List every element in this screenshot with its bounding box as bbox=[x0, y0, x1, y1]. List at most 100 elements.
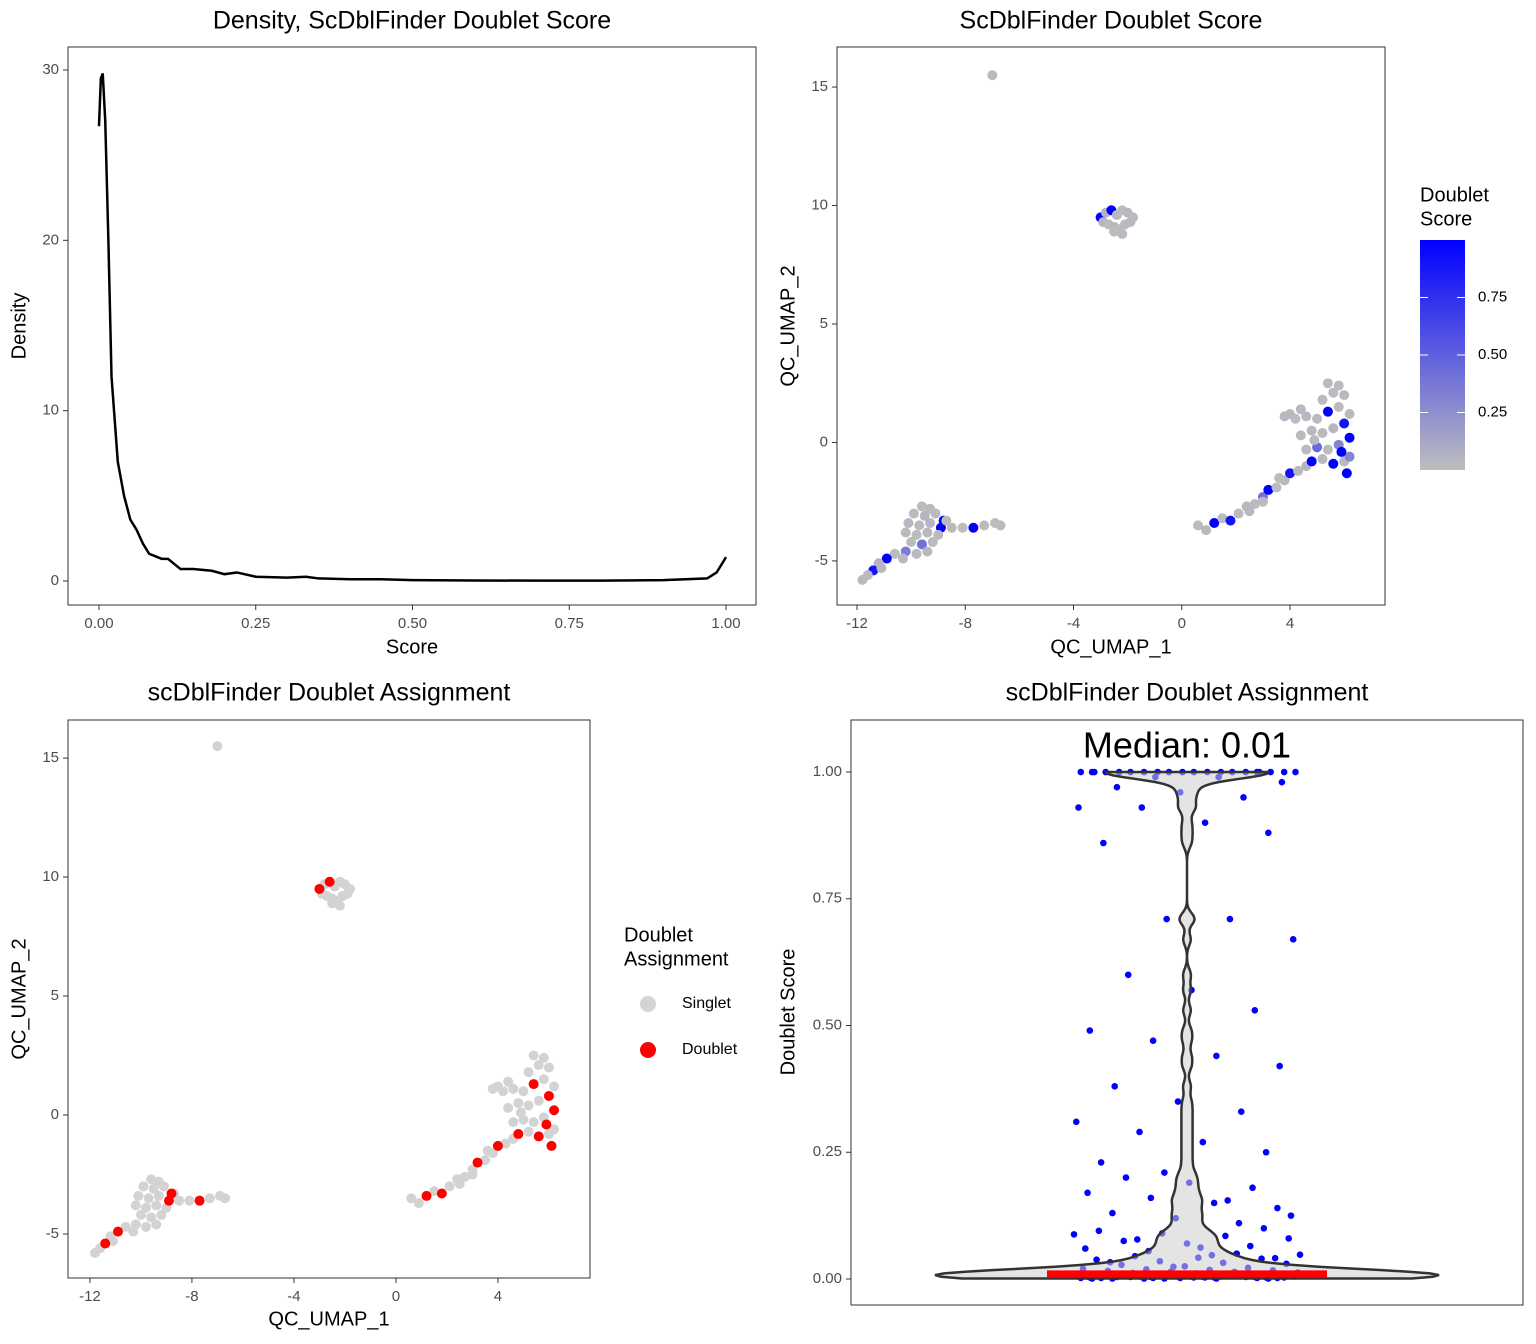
point bbox=[1091, 768, 1098, 776]
point bbox=[523, 1067, 534, 1078]
point bbox=[100, 1238, 111, 1249]
point bbox=[1344, 451, 1355, 462]
point bbox=[1097, 1159, 1105, 1166]
point bbox=[1336, 446, 1347, 457]
legend-title: Doublet bbox=[1420, 184, 1489, 206]
point bbox=[1222, 1232, 1229, 1240]
y-tick-label: 0.25 bbox=[813, 1143, 842, 1160]
x-tick-label: -12 bbox=[79, 1288, 101, 1305]
point bbox=[467, 1169, 478, 1180]
point bbox=[492, 1140, 503, 1151]
y-tick-label: 10 bbox=[811, 196, 828, 213]
point bbox=[1077, 768, 1085, 776]
point bbox=[148, 1183, 159, 1194]
point bbox=[1267, 768, 1274, 776]
point bbox=[1113, 783, 1121, 791]
point bbox=[1295, 404, 1306, 415]
point bbox=[503, 1102, 514, 1113]
point bbox=[1201, 525, 1212, 536]
point bbox=[1333, 380, 1344, 391]
point bbox=[1237, 1108, 1245, 1115]
point bbox=[1271, 1254, 1279, 1262]
point bbox=[523, 1100, 534, 1111]
point bbox=[174, 1195, 185, 1206]
point bbox=[1257, 496, 1268, 507]
point bbox=[472, 1157, 483, 1168]
point bbox=[327, 898, 338, 909]
legend-label: Doublet bbox=[682, 1041, 738, 1058]
point bbox=[1279, 411, 1290, 422]
y-tick-label: 20 bbox=[42, 231, 59, 248]
point bbox=[1213, 1052, 1220, 1060]
point bbox=[500, 1138, 511, 1149]
point bbox=[925, 518, 936, 529]
point bbox=[146, 1174, 157, 1185]
point bbox=[518, 1086, 529, 1097]
point bbox=[421, 1190, 432, 1201]
y-tick-label: -5 bbox=[815, 552, 828, 569]
point bbox=[151, 1219, 162, 1230]
point bbox=[413, 1198, 424, 1209]
point bbox=[528, 1079, 539, 1090]
x-axis-title: QC_UMAP_1 bbox=[1050, 636, 1171, 658]
point bbox=[151, 1200, 162, 1211]
point bbox=[546, 1140, 557, 1151]
point bbox=[533, 1131, 544, 1142]
y-tick-label: 0 bbox=[51, 1106, 59, 1123]
point bbox=[480, 1155, 491, 1166]
point bbox=[919, 510, 930, 521]
point bbox=[1341, 468, 1352, 479]
legend-title: Doublet bbox=[624, 924, 693, 946]
point bbox=[1249, 499, 1260, 510]
point bbox=[549, 1124, 560, 1135]
point bbox=[406, 1193, 417, 1204]
point bbox=[987, 70, 998, 81]
x-axis-title: Score bbox=[386, 636, 438, 658]
x-tick-label: -4 bbox=[1067, 615, 1080, 632]
point bbox=[523, 1126, 534, 1137]
point bbox=[1138, 804, 1146, 811]
point bbox=[1344, 409, 1355, 420]
point bbox=[911, 529, 922, 540]
point bbox=[1070, 1231, 1078, 1238]
point bbox=[857, 574, 868, 585]
point bbox=[1124, 971, 1132, 979]
y-tick-label: 30 bbox=[42, 61, 59, 78]
point bbox=[1093, 1256, 1100, 1264]
point bbox=[1246, 1242, 1254, 1250]
point bbox=[1289, 936, 1297, 943]
point bbox=[107, 1236, 118, 1247]
point bbox=[1209, 518, 1220, 529]
point bbox=[1301, 444, 1312, 455]
x-tick-label: 4 bbox=[494, 1288, 502, 1305]
point bbox=[1260, 1224, 1268, 1232]
point bbox=[1117, 228, 1128, 239]
point bbox=[979, 520, 990, 531]
y-tick-label: 0 bbox=[51, 572, 59, 589]
point bbox=[914, 520, 925, 531]
chart-title: scDblFinder Doublet Assignment bbox=[148, 679, 511, 707]
y-tick-label: 5 bbox=[51, 987, 59, 1004]
point bbox=[1210, 1199, 1218, 1207]
chart-title: ScDblFinder Doublet Score bbox=[960, 7, 1263, 35]
point bbox=[487, 1083, 498, 1094]
point bbox=[1174, 1098, 1182, 1105]
panel-border bbox=[850, 719, 1524, 1306]
panel-border bbox=[67, 719, 591, 1279]
point bbox=[922, 527, 933, 538]
legend-label: Singlet bbox=[682, 995, 731, 1012]
y-tick-label: 0 bbox=[820, 433, 828, 450]
panel-border bbox=[67, 46, 757, 606]
point bbox=[549, 1081, 560, 1092]
point bbox=[508, 1083, 519, 1094]
point bbox=[1285, 1235, 1292, 1242]
point bbox=[156, 1209, 167, 1220]
point bbox=[128, 1226, 139, 1237]
point bbox=[968, 522, 979, 533]
chart-title: scDblFinder Doublet Assignment bbox=[1006, 679, 1369, 707]
point bbox=[1149, 1037, 1157, 1045]
point bbox=[324, 876, 335, 887]
point bbox=[549, 1105, 560, 1116]
point bbox=[1199, 1138, 1207, 1146]
